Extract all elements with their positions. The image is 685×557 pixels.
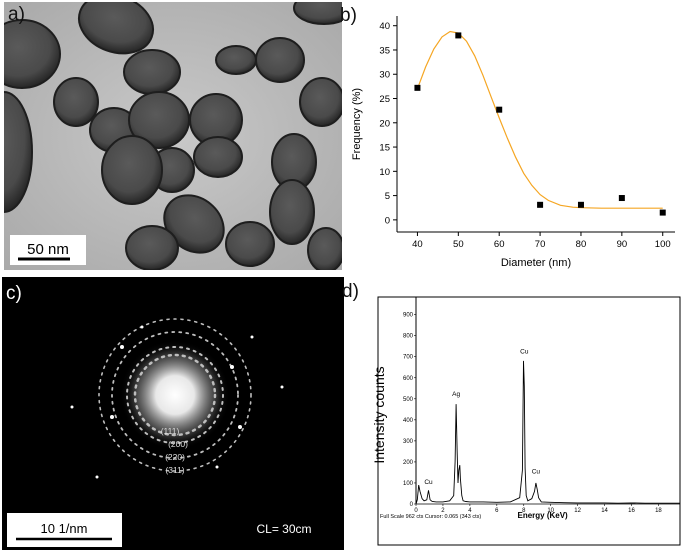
y-axis-label: Frequency (%) [351,88,363,160]
x-tick-label: 12 [574,508,581,514]
y-tick-label: 25 [379,94,390,105]
saed-scale-bar-label: 10 1/nm [41,521,88,536]
y-tick-label: 600 [403,376,414,382]
x-tick-label: 40 [412,239,423,250]
x-tick-label: 80 [576,239,587,250]
y-tick-label: 0 [410,502,414,508]
x-tick-label: 14 [601,508,608,514]
spectrum-footer: Full Scale 962 cts Cursor: 0.065 (343 ct… [380,514,481,520]
x-tick-label: 2 [441,508,445,514]
saed-scale-bar-box [7,513,122,547]
eds-spectrum-svg: 0 100 200 300 400 500 600 700 800 900 0 2 4 6 8 10 12 14 1… [371,296,681,546]
x-axis-label: Energy (KeV) [517,511,568,520]
y-tick-label: 500 [403,397,414,403]
panel-label-a: a) [8,4,25,25]
panel-label-d: d) [342,281,359,302]
data-point [537,201,544,208]
x-tick-label: 18 [655,508,662,514]
y-tick-label: 700 [403,355,414,361]
x-tick-label: 100 [655,239,671,250]
tem-micrograph: 50 nm a) [0,0,355,273]
x-tick-label: 8 [522,508,526,514]
ring-200 [126,346,224,444]
x-tick-label: 16 [628,508,635,514]
size-distribution-chart: 0 5 10 15 20 25 30 35 40 40 50 60 70 80 90 100 Diameter… [340,0,685,275]
ring-label-111: (111) [161,426,180,436]
y-tick-label: 10 [379,167,390,178]
tem-image: 50 nm [0,0,355,273]
camera-length-label: CL= 30cm [256,522,311,536]
spectrum-line [415,360,680,505]
panel-label-b: b) [340,5,357,26]
y-tick-label: 0 [385,215,390,226]
data-point [455,32,462,39]
data-point [618,195,625,202]
scale-bar-label: 50 nm [27,241,69,258]
y-tick-label: 35 [379,45,390,56]
peak-label: Cu [424,479,433,486]
y-tick-label: 900 [403,313,414,319]
data-point [577,201,584,208]
peak-label: Cu [520,349,529,356]
peak-label: Ag [452,391,460,398]
y-tick-label: 800 [403,334,414,340]
saed-pattern: (111) (200) (220) (311) 10 1/nm CL= 30cm… [2,277,344,550]
x-tick-label: 50 [453,239,464,250]
y-tick-label: 400 [403,418,414,424]
ring-311 [98,318,252,472]
ring-111 [133,353,217,437]
x-tick-label: 4 [468,508,472,514]
x-tick-label: 60 [494,239,505,250]
y-tick-label: 100 [403,481,414,487]
y-axis-label: Intensity counts [371,366,387,463]
y-tick-label: 30 [379,70,390,81]
data-point [414,84,421,91]
ring-label-311: (311) [165,465,184,475]
y-tick-label: 20 [379,118,390,129]
panel-label-c: c) [6,283,22,304]
y-tick-label: 5 [385,191,390,202]
x-tick-label: 10 [547,508,554,514]
x-tick-label: 70 [535,239,546,250]
x-tick-label: 0 [414,508,418,514]
eds-spectrum-chart: 0 100 200 300 400 500 600 700 800 900 0 2 4 6 8 10 12 14 1… [340,275,685,552]
data-point [659,209,666,216]
fit-curve [416,30,663,209]
data-point [496,106,503,113]
x-tick-label: 90 [617,239,628,250]
diffraction-image: (111) (200) (220) (311) 10 1/nm CL= 30cm [2,277,344,550]
size-distribution-svg: 0 5 10 15 20 25 30 35 40 40 50 60 70 80 90 100 Diameter… [351,16,675,269]
y-tick-label: 300 [403,439,414,445]
ring-label-220: (220) [165,452,185,462]
ring-label-200: (200) [168,439,188,449]
x-axis-label: Diameter (nm) [501,257,571,269]
peak-label: Cu [532,469,541,476]
y-tick-label: 15 [379,143,390,154]
y-tick-label: 40 [379,21,390,32]
ring-220 [111,331,239,459]
x-tick-label: 6 [495,508,499,514]
y-tick-label: 200 [403,460,414,466]
